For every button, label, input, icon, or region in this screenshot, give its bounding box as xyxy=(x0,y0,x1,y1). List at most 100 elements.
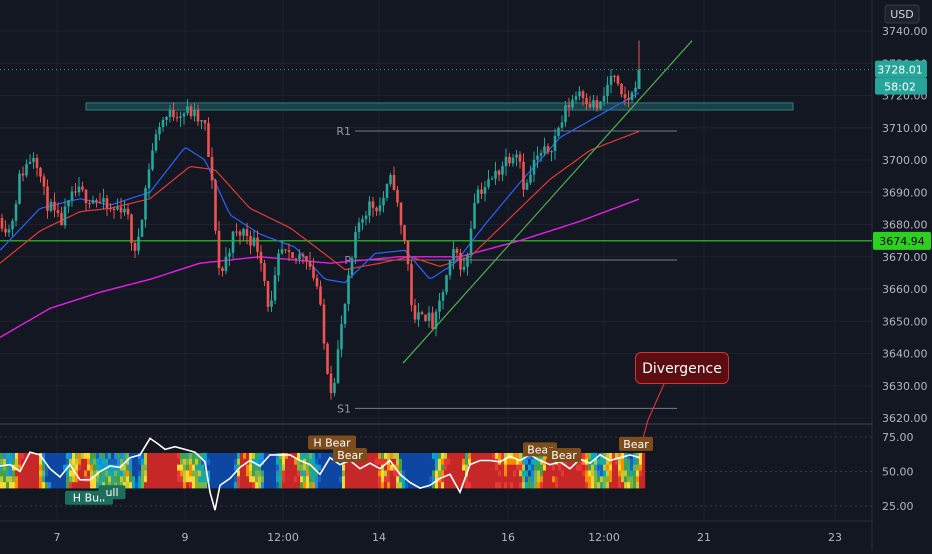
heatmap-cell xyxy=(150,476,153,482)
candle-body xyxy=(141,220,144,237)
heatmap-cell xyxy=(459,459,462,465)
heatmap-cell xyxy=(126,476,129,482)
candle-body xyxy=(414,305,417,319)
heatmap-cell xyxy=(372,471,375,477)
heatmap-cell xyxy=(618,471,621,477)
heatmap-cell xyxy=(192,476,195,482)
candle-body xyxy=(130,215,133,244)
heatmap-cell xyxy=(162,471,165,477)
divergence-callout[interactable]: Divergence xyxy=(635,352,729,384)
heatmap-cell xyxy=(408,465,411,471)
candle-body xyxy=(522,162,525,190)
heatmap-cell xyxy=(462,465,465,471)
heatmap-cell xyxy=(285,476,288,482)
heatmap-cell xyxy=(324,482,327,488)
heatmap-cell xyxy=(618,459,621,465)
heatmap-cell xyxy=(168,482,171,488)
heatmap-cell xyxy=(489,471,492,477)
heatmap-cell xyxy=(186,459,189,465)
heatmap-cell xyxy=(204,453,207,459)
heatmap-cell xyxy=(567,476,570,482)
heatmap-cell xyxy=(180,476,183,482)
heatmap-cell xyxy=(501,482,504,488)
candle-body xyxy=(148,169,151,188)
heatmap-cell xyxy=(279,453,282,459)
candle-body xyxy=(337,349,340,383)
heatmap-cell xyxy=(387,465,390,471)
heatmap-cell xyxy=(369,465,372,471)
heatmap-cell xyxy=(330,482,333,488)
candle-body xyxy=(340,324,343,349)
heatmap-cell xyxy=(174,453,177,459)
candle-body xyxy=(46,186,49,210)
heatmap-cell xyxy=(417,459,420,465)
candle-body xyxy=(421,312,424,314)
heatmap-cell xyxy=(153,482,156,488)
heatmap-cell xyxy=(465,482,468,488)
heatmap-cell xyxy=(177,471,180,477)
heatmap-cell xyxy=(477,453,480,459)
heatmap-cell xyxy=(165,476,168,482)
heatmap-cell xyxy=(399,453,402,459)
heatmap-cell xyxy=(54,476,57,482)
heatmap-cell xyxy=(630,465,633,471)
heatmap-cell xyxy=(594,482,597,488)
heatmap-cell xyxy=(144,482,147,488)
heatmap-cell xyxy=(81,453,84,459)
heatmap-cell xyxy=(453,471,456,477)
heatmap-cell xyxy=(288,459,291,465)
heatmap-cell xyxy=(123,453,126,459)
candle-body xyxy=(365,216,368,220)
heatmap-cell xyxy=(309,476,312,482)
heatmap-cell xyxy=(618,482,621,488)
heatmap-cell xyxy=(210,453,213,459)
heatmap-cell xyxy=(420,453,423,459)
heatmap-cell xyxy=(183,465,186,471)
heatmap-cell xyxy=(513,471,516,477)
heatmap-cell xyxy=(270,476,273,482)
heatmap-cell xyxy=(504,465,507,471)
heatmap-cell xyxy=(627,459,630,465)
heatmap-cell xyxy=(249,482,252,488)
heatmap-cell xyxy=(639,471,642,477)
heatmap-cell xyxy=(435,465,438,471)
heatmap-cell xyxy=(288,482,291,488)
candle-body xyxy=(571,100,574,108)
heatmap-cell xyxy=(396,482,399,488)
heatmap-cell xyxy=(222,453,225,459)
heatmap-cell xyxy=(423,453,426,459)
heatmap-cell xyxy=(75,482,78,488)
heatmap-cell xyxy=(276,471,279,477)
y-tick-label: 3650.00 xyxy=(882,315,928,328)
heatmap-cell xyxy=(333,471,336,477)
candle-body xyxy=(102,198,105,202)
heatmap-cell xyxy=(231,453,234,459)
x-tick-label: 14 xyxy=(372,531,386,544)
heatmap-cell xyxy=(243,471,246,477)
candle-body xyxy=(109,208,112,209)
heatmap-cell xyxy=(201,471,204,477)
candle-body xyxy=(557,128,560,136)
candle-body xyxy=(274,275,277,300)
heatmap-cell xyxy=(183,482,186,488)
heatmap-cell xyxy=(81,482,84,488)
heatmap-cell xyxy=(540,482,543,488)
candle-body xyxy=(15,204,18,221)
candle-body xyxy=(554,136,557,151)
heatmap-cell xyxy=(12,471,15,477)
heatmap-cell xyxy=(264,476,267,482)
heatmap-cell xyxy=(366,476,369,482)
heatmap-cell xyxy=(402,459,405,465)
heatmap-cell xyxy=(564,476,567,482)
heatmap-cell xyxy=(279,482,282,488)
heatmap-cell xyxy=(633,471,636,477)
heatmap-cell xyxy=(477,482,480,488)
heatmap-cell xyxy=(537,482,540,488)
x-tick-label: 9 xyxy=(182,531,189,544)
candle-body xyxy=(39,168,42,177)
heatmap-cell xyxy=(129,471,132,477)
heatmap-cell xyxy=(84,453,87,459)
heatmap-cell xyxy=(471,476,474,482)
